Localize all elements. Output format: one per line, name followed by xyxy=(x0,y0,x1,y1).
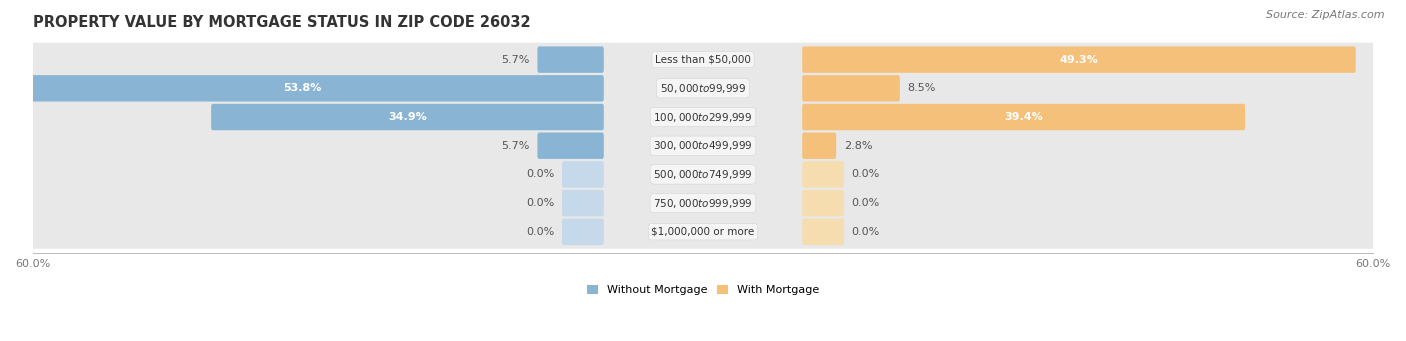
Legend: Without Mortgage, With Mortgage: Without Mortgage, With Mortgage xyxy=(588,285,818,295)
Text: 0.0%: 0.0% xyxy=(526,169,554,179)
Text: $300,000 to $499,999: $300,000 to $499,999 xyxy=(654,139,752,152)
Text: 49.3%: 49.3% xyxy=(1060,55,1098,65)
Text: Source: ZipAtlas.com: Source: ZipAtlas.com xyxy=(1267,10,1385,20)
FancyBboxPatch shape xyxy=(25,186,1381,220)
Text: 5.7%: 5.7% xyxy=(502,55,530,65)
Text: PROPERTY VALUE BY MORTGAGE STATUS IN ZIP CODE 26032: PROPERTY VALUE BY MORTGAGE STATUS IN ZIP… xyxy=(32,15,530,30)
FancyBboxPatch shape xyxy=(803,161,844,188)
FancyBboxPatch shape xyxy=(25,129,1381,163)
Text: 0.0%: 0.0% xyxy=(526,198,554,208)
FancyBboxPatch shape xyxy=(562,190,603,216)
FancyBboxPatch shape xyxy=(803,133,837,159)
Text: $1,000,000 or more: $1,000,000 or more xyxy=(651,227,755,237)
Text: 53.8%: 53.8% xyxy=(283,83,321,93)
Text: 2.8%: 2.8% xyxy=(844,141,872,151)
Text: 0.0%: 0.0% xyxy=(852,227,880,237)
Text: 8.5%: 8.5% xyxy=(907,83,936,93)
FancyBboxPatch shape xyxy=(803,190,844,216)
Text: Less than $50,000: Less than $50,000 xyxy=(655,55,751,65)
FancyBboxPatch shape xyxy=(803,104,1246,130)
Text: 0.0%: 0.0% xyxy=(852,169,880,179)
Text: 39.4%: 39.4% xyxy=(1004,112,1043,122)
FancyBboxPatch shape xyxy=(537,46,603,73)
Text: 5.7%: 5.7% xyxy=(502,141,530,151)
FancyBboxPatch shape xyxy=(25,71,1381,105)
FancyBboxPatch shape xyxy=(803,46,1355,73)
FancyBboxPatch shape xyxy=(803,75,900,102)
FancyBboxPatch shape xyxy=(25,100,1381,134)
Text: $100,000 to $299,999: $100,000 to $299,999 xyxy=(654,110,752,123)
Text: $500,000 to $749,999: $500,000 to $749,999 xyxy=(654,168,752,181)
FancyBboxPatch shape xyxy=(25,215,1381,249)
FancyBboxPatch shape xyxy=(25,43,1381,77)
FancyBboxPatch shape xyxy=(562,219,603,245)
Text: 0.0%: 0.0% xyxy=(852,198,880,208)
Text: $750,000 to $999,999: $750,000 to $999,999 xyxy=(654,197,752,210)
FancyBboxPatch shape xyxy=(211,104,603,130)
Text: 34.9%: 34.9% xyxy=(388,112,427,122)
FancyBboxPatch shape xyxy=(537,133,603,159)
FancyBboxPatch shape xyxy=(803,219,844,245)
FancyBboxPatch shape xyxy=(25,158,1381,191)
FancyBboxPatch shape xyxy=(562,161,603,188)
Text: 0.0%: 0.0% xyxy=(526,227,554,237)
FancyBboxPatch shape xyxy=(0,75,603,102)
Text: $50,000 to $99,999: $50,000 to $99,999 xyxy=(659,82,747,95)
